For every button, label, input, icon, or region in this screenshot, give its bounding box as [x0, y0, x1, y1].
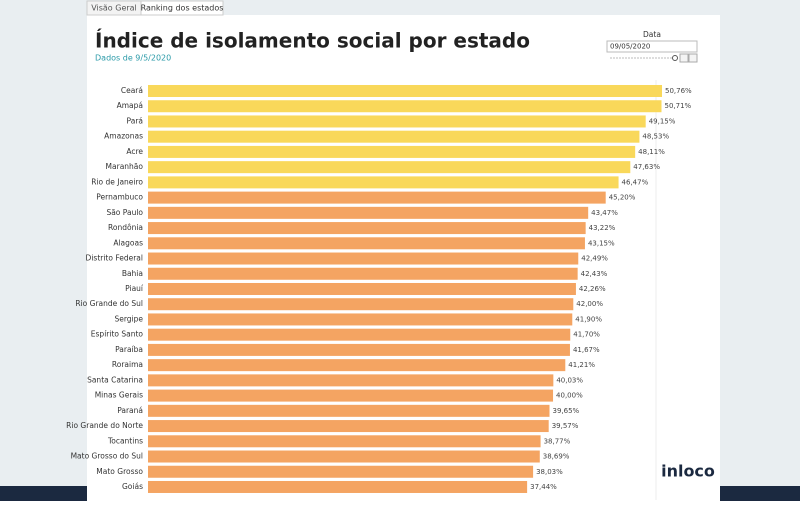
value-label: 39,57% — [552, 422, 579, 430]
value-label: 41,67% — [573, 346, 600, 354]
category-label: Santa Catarina — [87, 375, 143, 384]
value-label: 45,20% — [609, 194, 636, 202]
category-label: Piauí — [125, 284, 144, 293]
category-label: Pernambuco — [96, 193, 143, 202]
value-label: 47,63% — [633, 163, 660, 171]
category-label: Tocantins — [107, 436, 143, 445]
value-label: 43,22% — [589, 224, 616, 232]
bar — [148, 328, 571, 341]
value-label: 41,70% — [573, 331, 600, 339]
bar — [148, 420, 549, 433]
category-label: Alagoas — [113, 238, 143, 247]
bar — [148, 343, 570, 356]
chart-title: Índice de isolamento social por estado — [95, 29, 530, 53]
category-label: Pará — [127, 116, 143, 125]
value-label: 48,11% — [638, 148, 665, 156]
category-label: Paraná — [117, 406, 143, 415]
value-label: 37,44% — [530, 483, 557, 491]
category-label: São Paulo — [106, 208, 143, 217]
bar — [148, 222, 586, 235]
category-label: Paraíba — [115, 345, 143, 354]
category-label: Maranhão — [106, 162, 144, 171]
bar — [148, 465, 534, 478]
bar — [148, 130, 640, 143]
value-label: 49,15% — [649, 117, 676, 125]
category-label: Goiás — [122, 482, 143, 491]
bar — [148, 145, 636, 158]
value-label: 48,53% — [642, 133, 669, 141]
value-label: 50,71% — [664, 102, 691, 110]
bar — [148, 161, 631, 174]
slider-handle[interactable] — [672, 55, 678, 61]
value-label: 43,47% — [591, 209, 618, 217]
bar — [148, 374, 554, 387]
category-label: Mato Grosso — [96, 467, 143, 476]
filter-label: Data — [643, 30, 661, 39]
bar — [148, 191, 606, 204]
bar — [148, 450, 540, 463]
value-label: 41,21% — [568, 361, 595, 369]
category-label: Mato Grosso do Sul — [71, 452, 143, 461]
bar — [148, 313, 573, 326]
category-label: Rio de Janeiro — [91, 177, 143, 186]
value-label: 42,43% — [581, 270, 608, 278]
logo: inloco — [661, 462, 715, 481]
value-label: 41,90% — [575, 315, 602, 323]
bar — [148, 359, 566, 372]
value-label: 38,77% — [544, 437, 571, 445]
category-label: Bahia — [122, 269, 143, 278]
category-label: Sergipe — [114, 314, 143, 323]
tab-label[interactable]: Visão Geral — [91, 4, 137, 13]
bar — [148, 389, 554, 402]
value-label: 42,26% — [579, 285, 606, 293]
category-label: Rio Grande do Norte — [66, 421, 143, 430]
bar — [148, 404, 550, 417]
category-label: Roraima — [112, 360, 143, 369]
chart-subtitle: Dados de 9/5/2020 — [95, 54, 171, 63]
bar-chart: Ceará 50,76% Amapá 50,71% Pará 49,15% Amazonas… — [66, 85, 692, 493]
category-label: Rondônia — [108, 223, 143, 232]
value-label: 40,03% — [556, 376, 583, 384]
next-button[interactable] — [688, 53, 698, 63]
category-label: Acre — [126, 147, 143, 156]
category-label: Rio Grande do Sul — [75, 299, 143, 308]
value-label: 39,65% — [553, 407, 580, 415]
bar — [148, 176, 619, 189]
category-label: Ceará — [121, 86, 143, 95]
prev-button[interactable] — [679, 53, 689, 63]
value-label: 43,15% — [588, 239, 615, 247]
value-label: 38,69% — [543, 453, 570, 461]
bar — [148, 237, 585, 250]
tab-label[interactable]: Ranking dos estados — [141, 4, 224, 13]
tab-active[interactable] — [140, 0, 224, 16]
category-label: Amapá — [117, 101, 143, 110]
bar — [148, 267, 578, 280]
value-label: 42,49% — [581, 255, 608, 263]
bar — [148, 298, 574, 311]
bar — [148, 282, 576, 295]
category-label: Minas Gerais — [95, 391, 143, 400]
bar — [148, 480, 528, 493]
value-label: 42,00% — [576, 300, 603, 308]
date-input[interactable] — [606, 40, 698, 53]
category-label: Distrito Federal — [86, 254, 143, 263]
category-label: Amazonas — [104, 132, 143, 141]
date-value[interactable]: 09/05/2020 — [610, 43, 650, 51]
value-label: 50,76% — [665, 87, 692, 95]
bar — [148, 252, 579, 265]
bar — [148, 115, 646, 128]
category-label: Espírito Santo — [91, 330, 144, 339]
bar — [148, 100, 662, 113]
value-label: 40,00% — [556, 392, 583, 400]
value-label: 38,03% — [536, 468, 563, 476]
bar — [148, 85, 663, 97]
value-label: 46,47% — [622, 178, 649, 186]
bar — [148, 435, 541, 448]
bar — [148, 206, 589, 219]
